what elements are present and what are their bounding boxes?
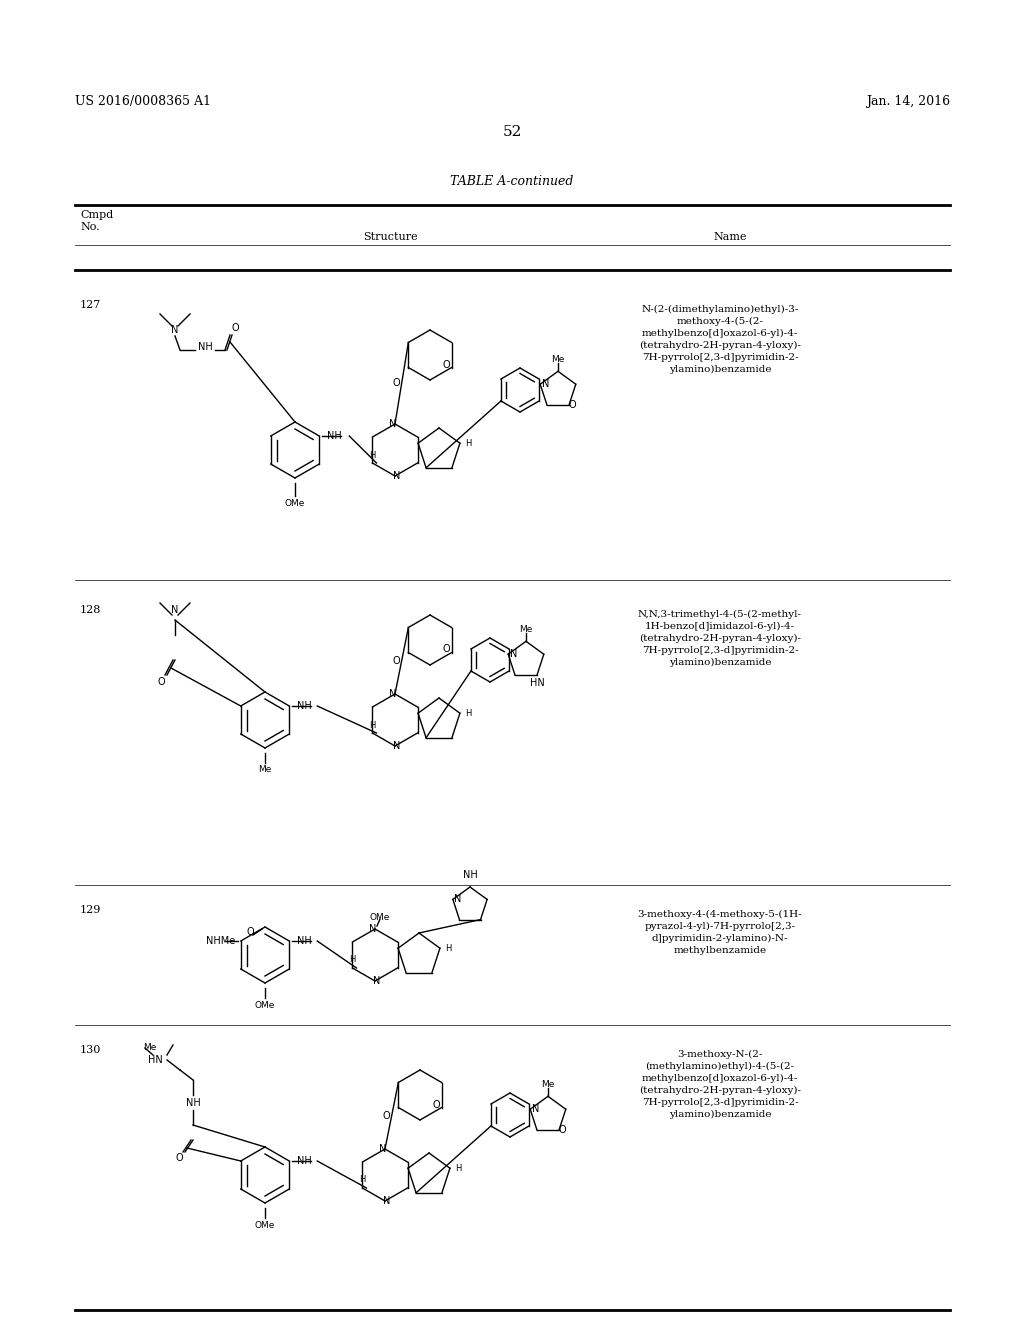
Text: N: N	[455, 895, 462, 904]
Text: O: O	[231, 323, 239, 333]
Text: O: O	[393, 379, 400, 388]
Text: 3-methoxy-4-(4-methoxy-5-(1H-
pyrazol-4-yl)-7H-pyrrolo[2,3-
d]pyrimidin-2-ylamin: 3-methoxy-4-(4-methoxy-5-(1H- pyrazol-4-…	[638, 909, 803, 954]
Text: 127: 127	[80, 300, 101, 310]
Text: N: N	[379, 1144, 387, 1154]
Text: H: H	[465, 438, 471, 447]
Text: O: O	[433, 1100, 440, 1110]
Text: Me: Me	[258, 766, 271, 775]
Text: N: N	[171, 605, 178, 615]
Text: H: H	[370, 450, 376, 459]
Text: NH: NH	[327, 432, 342, 441]
Text: Jan. 14, 2016: Jan. 14, 2016	[866, 95, 950, 108]
Text: H: H	[465, 709, 471, 718]
Text: US 2016/0008365 A1: US 2016/0008365 A1	[75, 95, 211, 108]
Text: HN: HN	[529, 678, 545, 688]
Text: N: N	[510, 649, 517, 659]
Text: NH: NH	[198, 342, 212, 352]
Text: NH: NH	[463, 870, 477, 880]
Text: 3-methoxy-N-(2-
(methylamino)ethyl)-4-(5-(2-
methylbenzo[d]oxazol-6-yl)-4-
(tetr: 3-methoxy-N-(2- (methylamino)ethyl)-4-(5…	[639, 1049, 801, 1119]
Text: H: H	[455, 1164, 461, 1172]
Text: O: O	[393, 656, 400, 665]
Text: OMe: OMe	[285, 499, 305, 507]
Text: O: O	[246, 927, 254, 937]
Text: O: O	[383, 1110, 390, 1121]
Text: H: H	[359, 1176, 366, 1184]
Text: N: N	[393, 741, 400, 751]
Text: OMe: OMe	[255, 1001, 275, 1010]
Text: N: N	[171, 325, 178, 335]
Text: OMe: OMe	[255, 1221, 275, 1229]
Text: NH: NH	[297, 701, 311, 711]
Text: N: N	[370, 924, 377, 935]
Text: 129: 129	[80, 906, 101, 915]
Text: N: N	[389, 418, 396, 429]
Text: N-(2-(dimethylamino)ethyl)-3-
methoxy-4-(5-(2-
methylbenzo[d]oxazol-6-yl)-4-
(te: N-(2-(dimethylamino)ethyl)-3- methoxy-4-…	[639, 305, 801, 374]
Text: O: O	[558, 1125, 566, 1135]
Text: NHMe: NHMe	[206, 936, 236, 946]
Text: O: O	[568, 400, 575, 411]
Text: H: H	[349, 956, 355, 965]
Text: H: H	[444, 944, 452, 953]
Text: O: O	[158, 677, 165, 686]
Text: Me: Me	[519, 624, 532, 634]
Text: N: N	[542, 379, 549, 389]
Text: O: O	[442, 359, 451, 370]
Text: N,N,3-trimethyl-4-(5-(2-methyl-
1H-benzo[d]imidazol-6-yl)-4-
(tetrahydro-2H-pyra: N,N,3-trimethyl-4-(5-(2-methyl- 1H-benzo…	[638, 610, 802, 667]
Text: N: N	[374, 975, 381, 986]
Text: NH: NH	[297, 1156, 311, 1166]
Text: O: O	[175, 1152, 183, 1163]
Text: NH: NH	[297, 936, 311, 946]
Text: 130: 130	[80, 1045, 101, 1055]
Text: Cmpd: Cmpd	[80, 210, 114, 220]
Text: H: H	[370, 721, 376, 730]
Text: N: N	[383, 1196, 391, 1206]
Text: 128: 128	[80, 605, 101, 615]
Text: 52: 52	[503, 125, 521, 139]
Text: Name: Name	[714, 232, 746, 242]
Text: No.: No.	[80, 222, 99, 232]
Text: NH: NH	[185, 1098, 201, 1107]
Text: N: N	[393, 471, 400, 480]
Text: O: O	[442, 644, 451, 655]
Text: OMe: OMe	[370, 912, 390, 921]
Text: HN: HN	[147, 1055, 163, 1065]
Text: Structure: Structure	[362, 232, 418, 242]
Text: N: N	[389, 689, 396, 700]
Text: N: N	[531, 1105, 539, 1114]
Text: TABLE A-continued: TABLE A-continued	[451, 176, 573, 187]
Text: Me: Me	[542, 1080, 555, 1089]
Text: Me: Me	[143, 1044, 157, 1052]
Text: Me: Me	[551, 355, 564, 364]
